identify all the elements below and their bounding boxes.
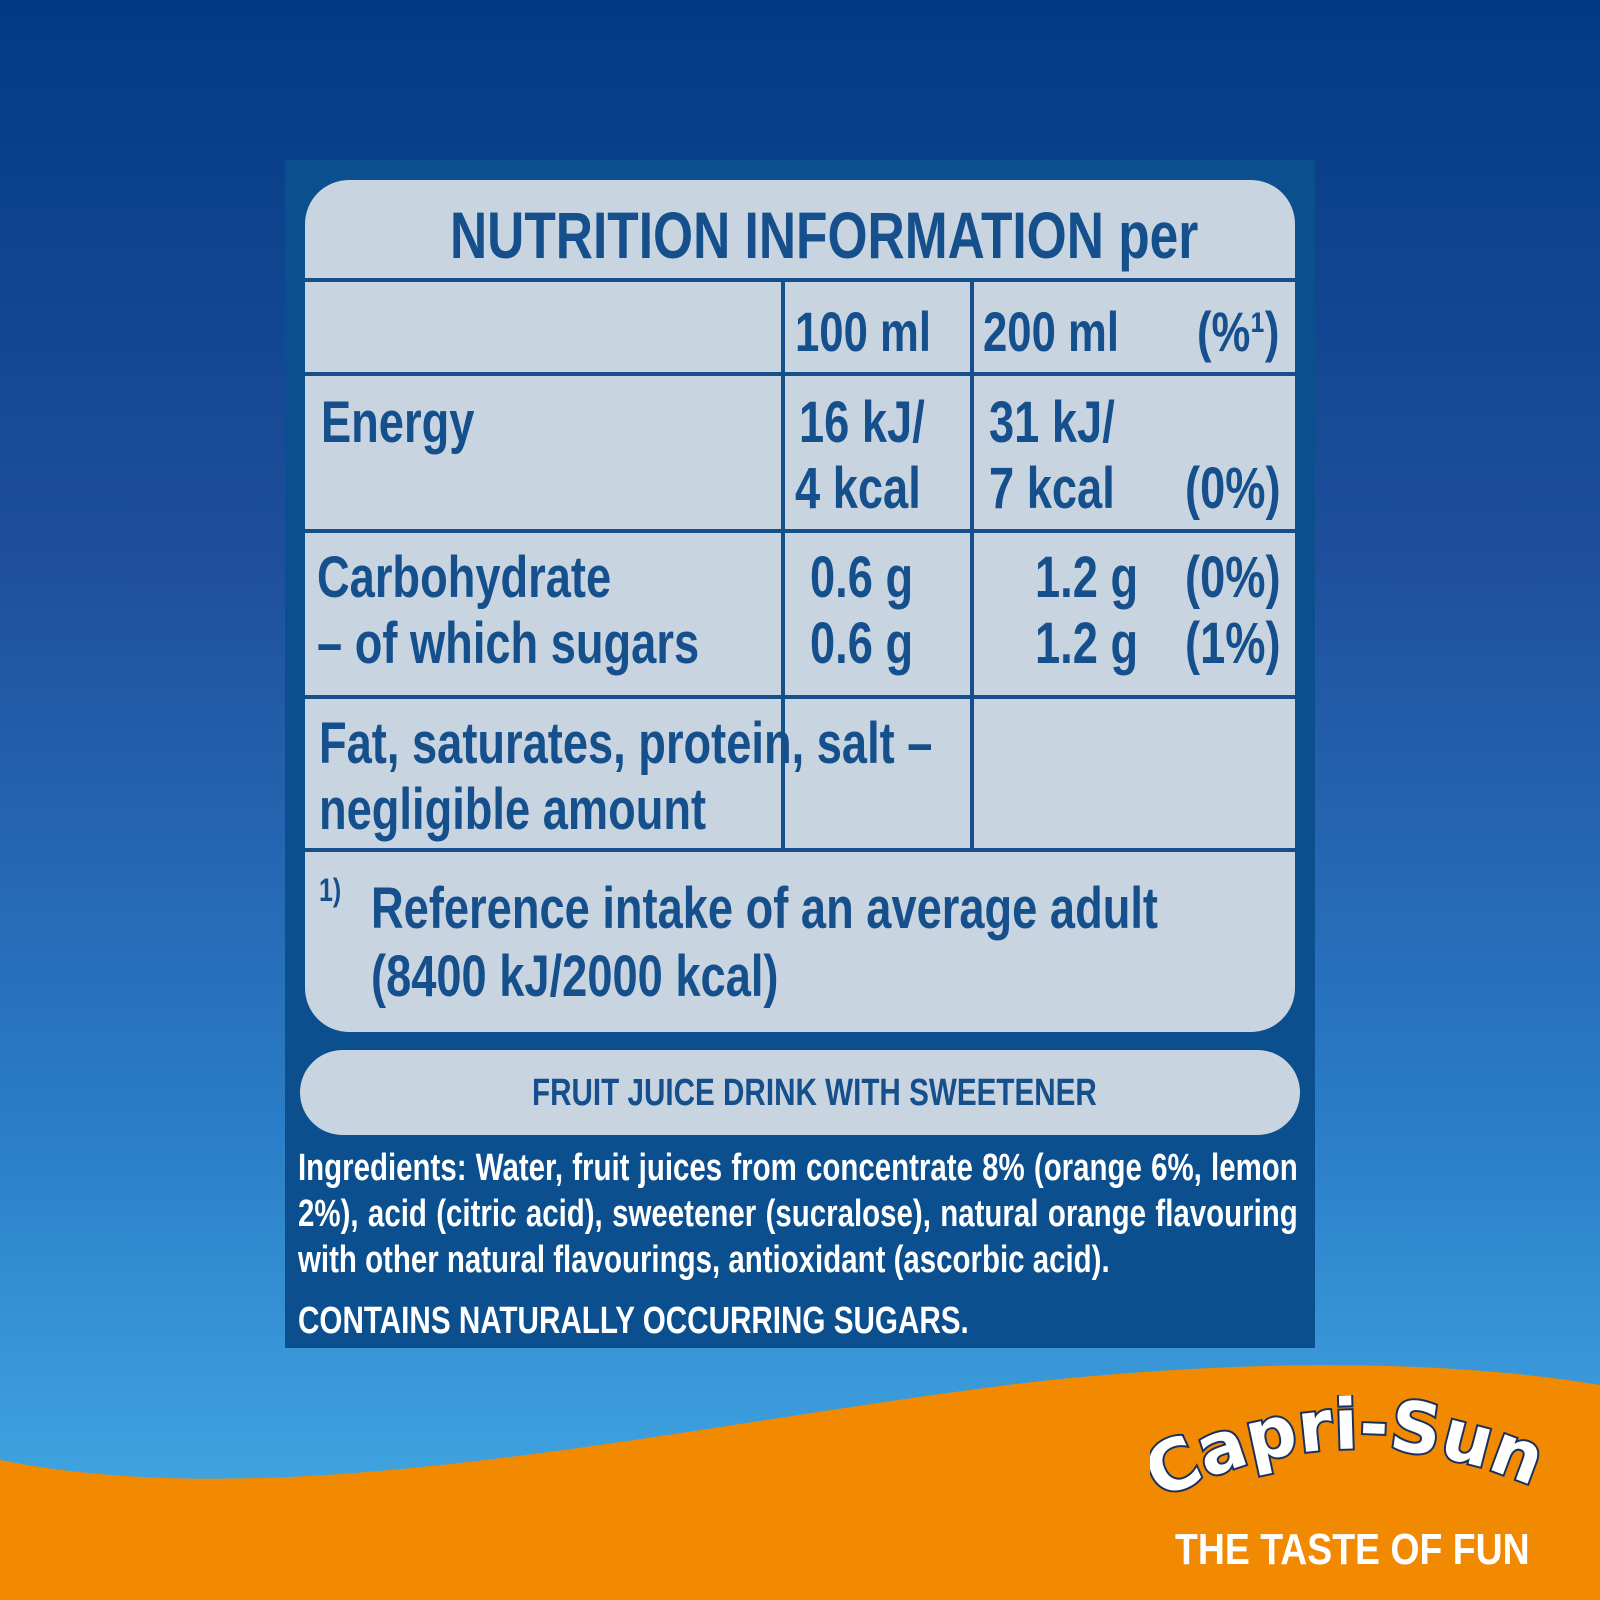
column-divider (781, 278, 785, 848)
sugars-200: 1.2 g (1035, 611, 1139, 676)
title-row: NUTRITION INFORMATION per (305, 180, 1295, 282)
energy-label: Energy (321, 390, 475, 455)
contains-sugars-note: CONTAINS NATURALLY OCCURRING SUGARS. (298, 1300, 969, 1342)
carbohydrate-ri: (0%) (1185, 545, 1281, 610)
carbohydrate-label: Carbohydrate (317, 545, 612, 610)
carbohydrate-200: 1.2 g (1035, 545, 1139, 610)
sugars-ri: (1%) (1185, 611, 1281, 676)
header-row: 100 ml 200 ml (%¹) (305, 282, 1295, 376)
footnote: 1) Reference intake of an average adult … (305, 852, 1295, 1032)
negligible-line1: Fat, saturates, protein, salt – (319, 711, 933, 776)
capri-sun-logo: Capri-Sun (1150, 1395, 1550, 1515)
brand-slogan: THE TASTE OF FUN (1175, 1525, 1530, 1574)
column-divider (970, 278, 974, 848)
footnote-line2: (8400 kJ/2000 kcal) (371, 944, 779, 1009)
nutrition-panel: NUTRITION INFORMATION per 100 ml 200 ml … (285, 160, 1315, 1348)
energy-200-kcal: 7 kcal (989, 456, 1115, 521)
svg-text:Capri-Sun: Capri-Sun (1150, 1395, 1550, 1515)
energy-row: Energy 16 kJ/ 4 kcal 31 kJ/ 7 kcal (0%) (305, 376, 1295, 533)
table-title: NUTRITION INFORMATION per (450, 198, 1199, 272)
product-type-banner: FRUIT JUICE DRINK WITH SWEETENER (300, 1050, 1300, 1135)
header-200ml: 200 ml (983, 300, 1119, 363)
ingredients-heading: Ingredients: (298, 1147, 467, 1189)
energy-100-kcal: 4 kcal (795, 456, 921, 521)
carbohydrate-row: Carbohydrate – of which sugars 0.6 g 0.6… (305, 533, 1295, 699)
nutrition-table: NUTRITION INFORMATION per 100 ml 200 ml … (305, 180, 1295, 1032)
carbohydrate-100: 0.6 g (810, 545, 914, 610)
sugars-label: – of which sugars (317, 611, 700, 676)
sugars-100: 0.6 g (810, 611, 914, 676)
energy-200-kj: 31 kJ/ (989, 390, 1115, 455)
ingredients-text: Ingredients: Water, fruit juices from co… (298, 1145, 1298, 1283)
ingredients-body: Water, fruit juices from concentrate 8% … (298, 1147, 1298, 1281)
product-type-text: FRUIT JUICE DRINK WITH SWEETENER (532, 1072, 1097, 1114)
negligible-row: Fat, saturates, protein, salt – negligib… (305, 699, 1295, 852)
footnote-marker: 1) (319, 872, 342, 908)
header-ri: (%¹) (1197, 300, 1280, 363)
negligible-line2: negligible amount (319, 777, 707, 842)
header-100ml: 100 ml (795, 300, 931, 363)
energy-100-kj: 16 kJ/ (799, 390, 925, 455)
footnote-line1: Reference intake of an average adult (371, 876, 1158, 941)
energy-ri: (0%) (1185, 456, 1281, 521)
